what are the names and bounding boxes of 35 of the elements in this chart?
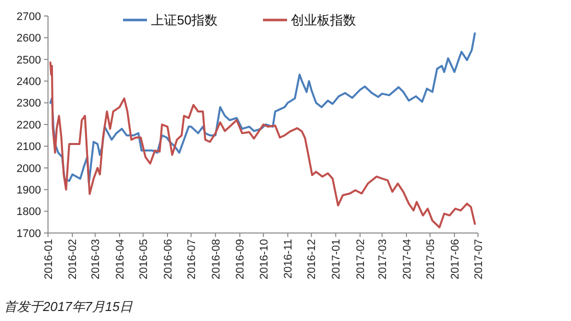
y-tick-label: 2400 xyxy=(16,76,41,88)
text: 首发于2017年7月15日 xyxy=(4,299,134,314)
x-tick-label: 2017-05 xyxy=(424,239,437,280)
x-tick-label: 2017-07 xyxy=(472,239,485,280)
line-series xyxy=(49,32,476,184)
x-tick-label: 2016-06 xyxy=(162,239,174,280)
x-tick-label: 2016-05 xyxy=(138,239,150,280)
y-tick-label: 1700 xyxy=(16,228,41,240)
legend-label: 创业板指数 xyxy=(291,12,356,28)
y-tick-label: 2600 xyxy=(16,32,41,45)
x-tick-label: 2017-03 xyxy=(376,239,389,280)
line-series xyxy=(49,61,476,228)
x-tick-label: 2017-06 xyxy=(449,239,462,280)
x-tick-label: 2016-03 xyxy=(90,239,102,280)
x-tick-label: 2016-09 xyxy=(234,239,247,280)
x-tick-label: 2016-04 xyxy=(114,239,126,280)
y-tick-label: 1900 xyxy=(16,184,41,196)
legend-label: 上证50指数 xyxy=(151,12,218,28)
y-tick-label: 2300 xyxy=(16,98,41,110)
x-tick-label: 2016-12 xyxy=(306,239,318,280)
y-tick-label: 1800 xyxy=(16,206,41,218)
x-tick-label: 2017-01 xyxy=(330,239,343,280)
x-tick-label: 2016-08 xyxy=(210,239,222,280)
x-tick-label: 2016-11 xyxy=(282,239,295,279)
x-tick-label: 2016-07 xyxy=(186,239,198,280)
y-tick-label: 2000 xyxy=(16,162,41,175)
x-tick-label: 2016-02 xyxy=(67,239,80,280)
y-tick-label: 2100 xyxy=(16,141,41,154)
x-tick-label: 2016-10 xyxy=(258,239,270,280)
x-tick-label: 2016-01 xyxy=(42,239,55,280)
y-tick-label: 2700 xyxy=(16,10,41,23)
y-tick-label: 2200 xyxy=(16,119,41,132)
x-tick-label: 2017-04 xyxy=(401,239,414,280)
x-tick-label: 2017-02 xyxy=(354,239,367,280)
y-tick-label: 2500 xyxy=(16,54,41,66)
